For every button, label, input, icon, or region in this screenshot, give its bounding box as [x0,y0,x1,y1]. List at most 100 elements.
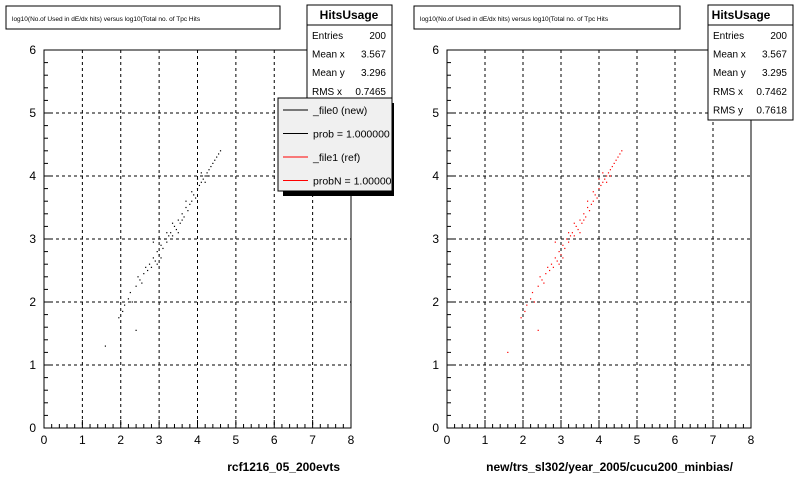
right-data-point [602,181,604,183]
left-data-point [216,156,218,158]
left-data-point [135,329,137,331]
left-y-tick-label: 4 [29,169,36,183]
right-y-tick-label: 5 [432,106,439,120]
right-y-tick-label: 3 [432,232,439,246]
left-data-point [122,310,124,313]
left-data-point [194,197,197,199]
right-data-point [556,260,558,262]
right-axis-ticks: 0 1 2 3 4 5 6 7 8 0 1 2 3 4 5 6 [432,43,754,447]
right-y-tick-label: 2 [432,295,439,309]
right-data-point [609,169,611,171]
right-data-point [615,159,617,161]
left-data-point [208,169,210,171]
right-data-point [581,222,583,224]
right-data-point [562,257,564,259]
left-data-point [196,178,199,180]
left-data-point [166,241,168,243]
right-data-point [552,266,554,268]
left-data-point [193,194,195,196]
right-data-point [606,175,608,177]
right-stats-value: 0.7618 [756,105,787,116]
right-title-box [413,5,681,30]
left-x-tick-label: 8 [348,433,355,447]
right-data-point [571,232,573,234]
left-x-tick-label: 3 [156,433,163,447]
left-data-point [162,247,164,250]
left-data-point [171,235,174,237]
left-data-point [141,282,143,284]
right-y-tick-label: 1 [432,358,439,372]
right-data-point [579,219,581,221]
left-data-point [139,279,141,281]
left-data-point [183,216,185,218]
right-data-point [579,232,581,234]
left-data-point [219,150,222,152]
right-data-point [583,219,585,221]
right-y-tick-label: 4 [432,169,439,183]
left-stats-label: Mean x [312,50,345,61]
left-x-tick-label: 6 [271,433,278,447]
right-chart-title: log10(No.of Used in dE/dx hits) versus l… [420,16,609,23]
right-stats-value: 200 [770,31,787,42]
left-data-point [166,232,168,234]
left-data-point [210,165,212,168]
left-data-point [170,232,172,234]
right-data-point [602,172,604,174]
left-data-point [104,345,106,347]
right-data-point [611,165,613,168]
left-y-tick-label: 0 [29,421,36,435]
left-data-point [181,219,183,221]
right-data-point [577,228,579,231]
right-data-point [587,200,589,202]
left-data-point [181,213,183,215]
left-legend-label: prob = 1.000000 [313,129,390,141]
right-scatter-points [507,150,623,353]
right-stats-label: RMS x [713,87,743,98]
right-y-tick-label: 6 [432,43,439,57]
right-stats-label: Mean y [713,68,746,79]
right-data-point [547,266,549,268]
left-data-point [204,175,206,177]
left-stats-value: 3.567 [361,50,386,61]
right-data-point [606,181,608,183]
right-data-point [590,203,592,205]
right-data-point [585,216,587,218]
left-data-point [185,200,187,202]
left-data-point [198,184,201,187]
left-data-point [191,191,193,193]
left-title-box [5,5,281,30]
right-data-point [600,184,602,187]
right-data-point [554,257,556,259]
right-data-point [568,241,570,243]
left-data-point [202,178,204,180]
left-data-point [173,225,176,227]
left-y-tick-label: 1 [29,358,36,372]
right-data-point [569,235,572,237]
right-x-tick-label: 0 [444,433,451,447]
left-data-point [187,210,189,212]
right-data-point [526,304,528,306]
left-data-point [189,203,191,205]
right-data-point [507,351,509,353]
left-data-point [147,269,149,272]
left-x-tick-label: 1 [79,433,86,447]
right-data-point [609,175,611,177]
left-x-tick-label: 0 [41,433,48,447]
left-data-point [204,181,206,183]
right-data-point [588,210,591,212]
left-data-point [152,257,154,259]
right-data-point [554,241,556,243]
right-data-point [621,150,623,152]
left-legend-label: _file0 (new) [312,105,367,117]
left-data-point [156,251,158,253]
left-legend-label: _file1 (ref) [312,152,360,164]
right-data-point [550,263,553,265]
right-x-tick-label: 8 [748,433,755,447]
left-data-point [143,273,145,275]
left-data-point [129,291,131,294]
left-data-point [127,298,130,300]
right-data-point [583,213,585,215]
right-x-tick-label: 5 [634,433,641,447]
left-data-point [160,257,162,259]
right-data-point [613,162,615,164]
